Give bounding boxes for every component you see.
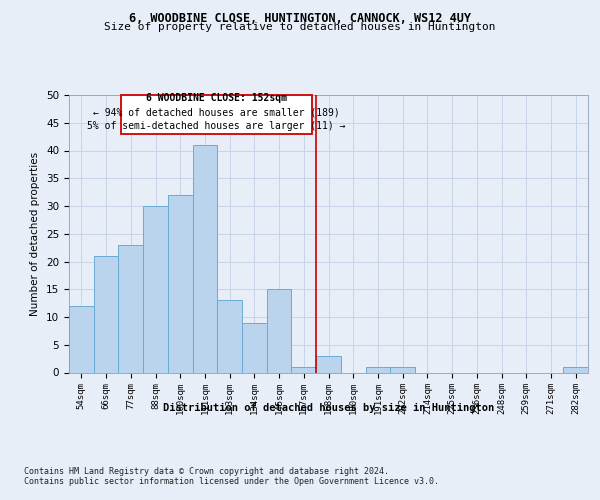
Text: Contains HM Land Registry data © Crown copyright and database right 2024.: Contains HM Land Registry data © Crown c… — [24, 468, 389, 476]
Bar — [242, 322, 267, 372]
Bar — [390, 367, 415, 372]
FancyBboxPatch shape — [121, 95, 313, 134]
Text: Contains public sector information licensed under the Open Government Licence v3: Contains public sector information licen… — [24, 478, 439, 486]
Text: Distribution of detached houses by size in Huntington: Distribution of detached houses by size … — [163, 402, 494, 412]
Bar — [563, 367, 588, 372]
Text: 6 WOODBINE CLOSE: 152sqm: 6 WOODBINE CLOSE: 152sqm — [146, 93, 287, 103]
Bar — [143, 206, 168, 372]
Bar — [118, 245, 143, 372]
Bar — [217, 300, 242, 372]
Text: Size of property relative to detached houses in Huntington: Size of property relative to detached ho… — [104, 22, 496, 32]
Bar — [94, 256, 118, 372]
Bar — [316, 356, 341, 372]
Bar — [267, 289, 292, 372]
Y-axis label: Number of detached properties: Number of detached properties — [31, 152, 40, 316]
Bar — [69, 306, 94, 372]
Bar — [168, 195, 193, 372]
Bar — [292, 367, 316, 372]
Text: 5% of semi-detached houses are larger (11) →: 5% of semi-detached houses are larger (1… — [88, 120, 346, 130]
Text: 6, WOODBINE CLOSE, HUNTINGTON, CANNOCK, WS12 4UY: 6, WOODBINE CLOSE, HUNTINGTON, CANNOCK, … — [129, 12, 471, 26]
Bar — [365, 367, 390, 372]
Text: ← 94% of detached houses are smaller (189): ← 94% of detached houses are smaller (18… — [93, 107, 340, 117]
Bar — [193, 145, 217, 372]
